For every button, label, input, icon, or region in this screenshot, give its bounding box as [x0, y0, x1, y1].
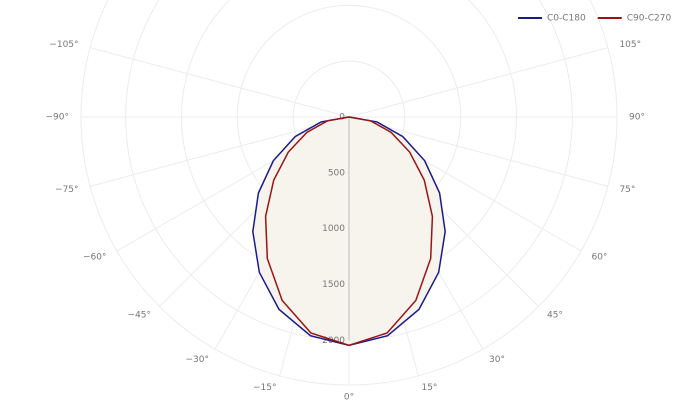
- angle-tick-label: 75°: [619, 185, 635, 195]
- angle-tick-label: 15°: [421, 383, 437, 393]
- legend-label: C90-C270: [627, 14, 672, 24]
- angle-tick-label: 0°: [344, 393, 354, 403]
- r-tick-label: 1500: [322, 280, 345, 290]
- angle-tick-label: −45°: [128, 310, 152, 320]
- angle-tick-label: 90°: [629, 113, 645, 123]
- angle-tick-label: −30°: [186, 355, 210, 365]
- grid-spoke: [348, 47, 608, 118]
- angle-tick-label: 30°: [489, 355, 505, 365]
- angle-tick-label: −105°: [49, 40, 78, 50]
- angle-tick-label: 45°: [547, 310, 563, 320]
- angle-tick-label: 105°: [619, 40, 641, 50]
- r-tick-label: 500: [328, 168, 345, 178]
- grid-spoke: [348, 116, 608, 187]
- angle-tick-label: −90°: [46, 113, 70, 123]
- grid-spoke: [90, 47, 350, 118]
- angle-tick-label: −60°: [83, 253, 107, 263]
- angle-tick-label: −75°: [55, 185, 79, 195]
- angle-tick-label: −15°: [253, 383, 277, 393]
- series-line: [264, 116, 434, 347]
- angle-tick-label: 60°: [591, 253, 607, 263]
- grid-spoke: [90, 116, 350, 187]
- r-tick-label: 1000: [322, 224, 345, 234]
- legend-label: C0-C180: [547, 14, 586, 24]
